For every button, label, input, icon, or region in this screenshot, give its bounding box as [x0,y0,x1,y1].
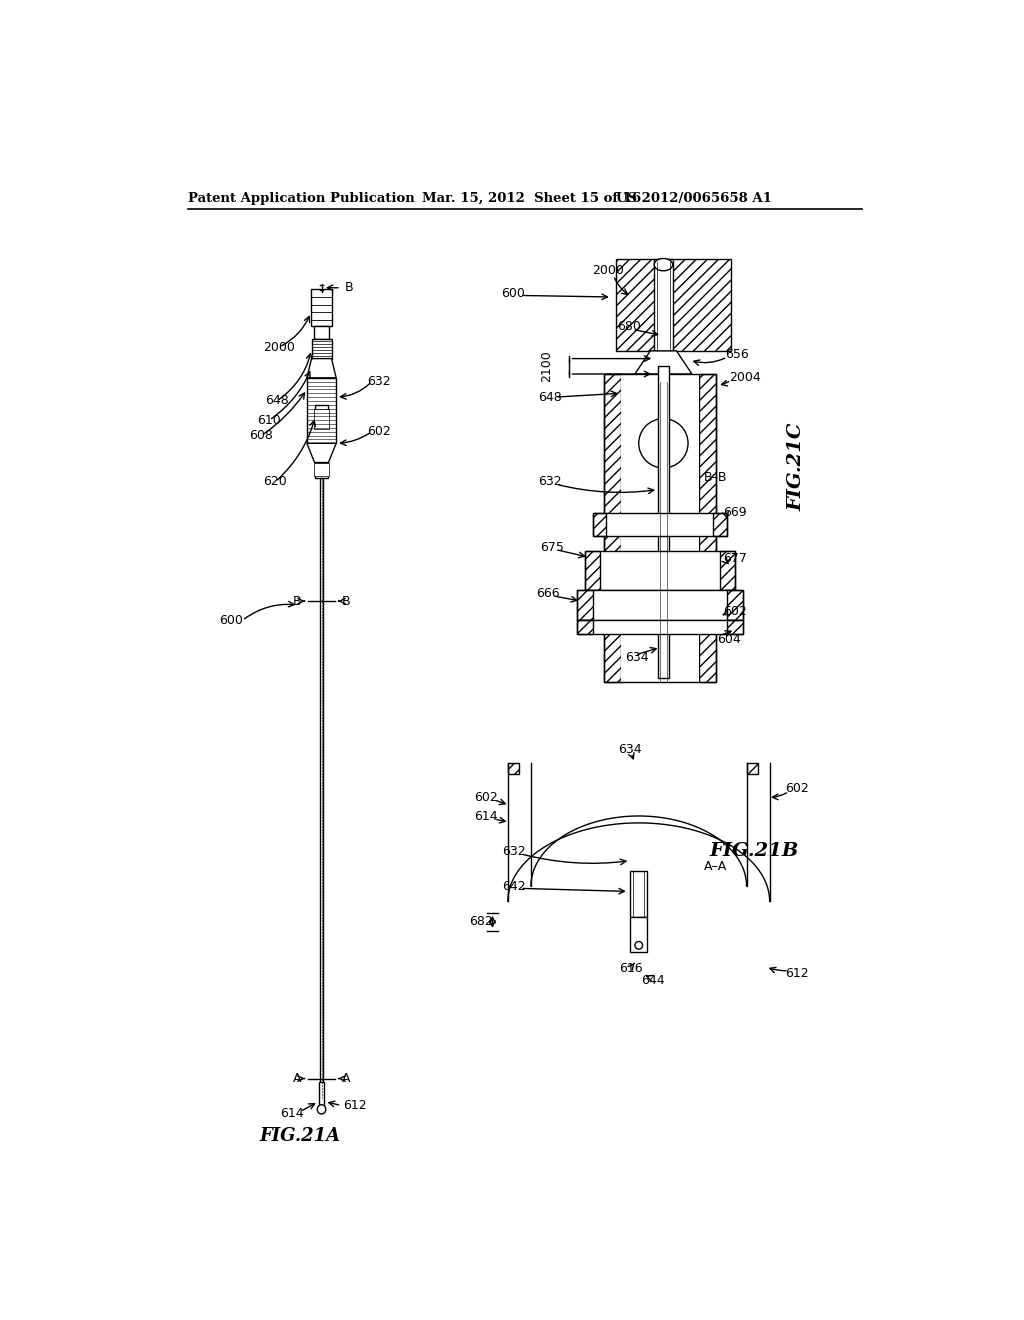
Text: 610: 610 [257,413,281,426]
Bar [650,351,677,374]
Bar [615,259,731,351]
Circle shape [639,418,688,469]
Text: 608: 608 [250,429,273,442]
Text: FIG.21B: FIG.21B [710,842,799,861]
Text: 614: 614 [281,1106,304,1119]
Circle shape [635,941,643,949]
Bar [314,462,329,478]
Text: 675: 675 [541,541,564,554]
Bar [720,552,735,590]
Text: 634: 634 [626,651,649,664]
Bar [585,552,735,590]
Text: 600: 600 [219,614,243,627]
Text: FIG.21C: FIG.21C [787,422,806,511]
Text: 2004: 2004 [730,371,762,384]
Bar [727,590,742,620]
Text: 648: 648 [539,391,562,404]
Text: B: B [342,594,350,607]
Text: 680: 680 [617,319,641,333]
Text: Patent Application Publication: Patent Application Publication [188,191,415,205]
Bar [593,512,727,536]
Bar [746,763,758,775]
Ellipse shape [317,1105,326,1114]
Text: 602: 602 [368,425,391,438]
Bar [593,512,606,536]
Bar [311,339,332,359]
Text: 642: 642 [502,879,526,892]
Text: B: B [293,594,301,607]
Text: 632: 632 [539,475,562,488]
Bar [714,512,727,536]
Bar [508,763,519,775]
Text: 666: 666 [537,587,560,601]
Text: 2100: 2100 [540,350,553,383]
Text: B–B: B–B [705,471,727,484]
Bar [578,620,742,635]
Bar [585,552,600,590]
Text: 656: 656 [725,348,749,362]
Bar [654,259,673,351]
Polygon shape [307,444,336,462]
Text: 604: 604 [717,634,741,647]
Bar [621,374,698,682]
Text: 602: 602 [474,791,498,804]
Text: 612: 612 [784,966,808,979]
Text: 644: 644 [641,974,665,987]
Text: 2000: 2000 [263,341,295,354]
Text: 620: 620 [263,475,287,488]
Text: 616: 616 [620,962,643,975]
Bar [313,326,330,339]
Text: 677: 677 [724,552,748,565]
Bar [631,871,647,917]
Bar [578,620,593,635]
Text: 602: 602 [784,781,809,795]
Text: 602: 602 [724,605,748,618]
Polygon shape [307,359,336,378]
Bar [658,367,669,678]
Bar [698,374,716,682]
Text: 634: 634 [617,743,641,756]
Bar [578,590,593,620]
Text: US 2012/0065658 A1: US 2012/0065658 A1 [615,191,771,205]
Bar [319,478,324,1098]
Text: 682: 682 [469,915,493,928]
Polygon shape [635,351,692,374]
Text: 612: 612 [343,1100,367,1111]
Bar [727,620,742,635]
Text: A: A [342,1072,350,1085]
Bar [631,917,647,952]
Bar [313,462,330,477]
Text: 632: 632 [502,845,526,858]
Text: 600: 600 [502,286,525,300]
Text: 632: 632 [368,375,391,388]
Bar [307,378,336,444]
Bar [310,289,333,326]
Bar [315,405,328,428]
Ellipse shape [654,259,673,271]
Text: 614: 614 [474,810,498,824]
Bar [313,409,330,429]
Text: 2000: 2000 [592,264,624,277]
Bar [318,1082,325,1106]
Bar [604,374,716,682]
Bar [578,590,742,620]
Bar [604,374,621,682]
Text: FIG.21A: FIG.21A [259,1127,341,1146]
Text: A–A: A–A [705,861,727,874]
Text: B: B [345,281,353,294]
Text: 669: 669 [724,506,748,519]
Text: A: A [293,1072,301,1085]
Text: Mar. 15, 2012  Sheet 15 of 16: Mar. 15, 2012 Sheet 15 of 16 [422,191,641,205]
Text: 648: 648 [265,395,289,408]
